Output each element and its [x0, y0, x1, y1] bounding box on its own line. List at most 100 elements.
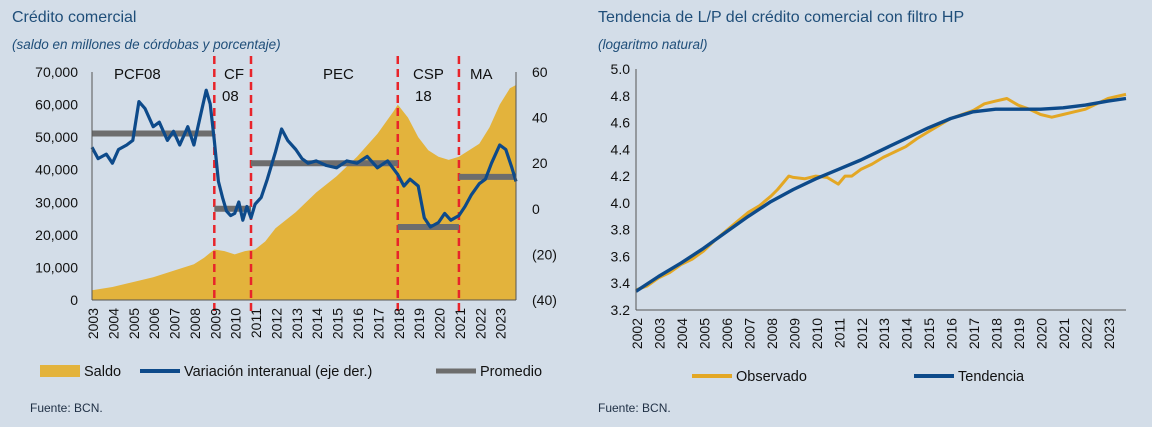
left-chart-subtitle: (saldo en millones de córdobas y porcent…: [12, 37, 281, 52]
left-x-ticks: 2003 2004 2005 2006 2007 2008 2009 2010 2011 2012…: [85, 308, 509, 339]
left-x-tick-label: 2004: [105, 308, 121, 339]
hp-x-tick-label: 2019: [1011, 318, 1027, 349]
hp-x-tick-label: 2013: [876, 318, 892, 349]
hp-y-tick-label: 3.8: [611, 222, 631, 238]
left-y-tick-label: 40,000: [35, 162, 78, 178]
hp-x-tick-label: 2012: [854, 318, 870, 349]
hp-x-tick-label: 2011: [831, 318, 847, 348]
legend-tendencia-label: Tendencia: [958, 369, 1025, 385]
observado-line: [635, 92, 1127, 292]
left-chart-legend: Saldo Variación interanual (eje der.) Pr…: [40, 364, 542, 380]
hp-x-tick-label: 2021: [1056, 318, 1072, 349]
annotation-pec: PEC: [323, 66, 354, 83]
hp-x-tick-label: 2005: [696, 318, 712, 349]
left-x-tick-label: 2016: [350, 308, 366, 339]
hp-x-tick-label: 2017: [966, 318, 982, 349]
hp-y-tick-label: 3.6: [611, 248, 631, 264]
annotation-csp18-text-2: 18: [415, 88, 432, 105]
left-x-tick-label: 2023: [493, 308, 509, 339]
left-x-tick-label: 2012: [269, 308, 285, 339]
legend-observado-label: Observado: [736, 369, 807, 385]
left-y-tick-label: 10,000: [35, 259, 78, 275]
period-divider-lines: [213, 56, 461, 314]
left-x-tick-label: 2009: [207, 308, 223, 339]
hp-x-tick-label: 2008: [764, 318, 780, 349]
left-x-tick-label: 2019: [411, 308, 427, 339]
hp-y-tick-label: 3.2: [611, 302, 631, 318]
hp-x-tick-label: 2018: [989, 318, 1005, 349]
right-chart-source: Fuente: BCN.: [598, 401, 671, 415]
left-x-tick-label: 2007: [167, 308, 183, 339]
left-x-tick-label: 2005: [126, 308, 142, 339]
left-x-tick-label: 2022: [472, 308, 488, 339]
left-y-tick-label: 60,000: [35, 97, 78, 113]
left-x-tick-label: 2017: [370, 308, 386, 339]
left-x-tick-label: 2014: [309, 308, 325, 339]
hp-x-tick-label: 2016: [944, 318, 960, 349]
period-annotations: PCF08 CF 08 PEC CSP 18 MA: [114, 66, 493, 105]
left-x-tick-label: 2020: [432, 308, 448, 339]
annotation-pcf08: PCF08: [114, 66, 161, 83]
hp-y-tick-label: 3.4: [611, 275, 631, 291]
right-y-tick-label: 60: [532, 64, 548, 80]
hp-x-ticks: 2002 2003 2004 2005 2006 2007 2008 2009 2010 2011…: [629, 318, 1117, 349]
hp-y-tick-label: 4.4: [611, 141, 631, 157]
right-chart-axes: [635, 69, 1126, 311]
hp-x-tick-label: 2007: [741, 318, 757, 349]
left-x-tick-label: 2021: [452, 308, 468, 339]
left-x-tick-label: 2013: [289, 308, 305, 339]
right-chart-title: Tendencia de L/P del crédito comercial c…: [598, 9, 964, 26]
hp-y-tick-label: 4.6: [611, 115, 631, 131]
left-x-tick-label: 2015: [330, 308, 346, 339]
annotation-ma: MA: [470, 66, 493, 83]
annotation-cf08-text: CF: [224, 66, 244, 83]
right-y-tick-label: 40: [532, 110, 548, 126]
hp-x-tick-label: 2004: [674, 318, 690, 349]
hp-x-tick-label: 2010: [809, 318, 825, 349]
right-y-tick-label: 0: [532, 201, 540, 217]
left-y-ticks: 70,000 60,000 50,000 40,000 30,000 20,000 10,0…: [35, 64, 78, 308]
legend-saldo-swatch: [40, 365, 80, 377]
left-chart-title: Crédito comercial: [12, 9, 136, 26]
hp-y-tick-label: 4.2: [611, 168, 631, 184]
legend-variacion-label: Variación interanual (eje der.): [184, 364, 372, 380]
annotation-cf08: CF 08: [222, 66, 244, 105]
hp-x-tick-label: 2006: [719, 318, 735, 349]
left-y-tick-label: 50,000: [35, 129, 78, 145]
left-chart-panel: Crédito comercial (saldo en millones de …: [12, 9, 557, 415]
legend-saldo-label: Saldo: [84, 364, 121, 380]
saldo-area-layer: [92, 85, 516, 300]
hp-x-tick-label: 2022: [1079, 318, 1095, 349]
hp-x-tick-label: 2003: [652, 318, 668, 349]
right-y-ticks: 60 40 20 0 (20) (40): [532, 64, 557, 308]
tendencia-line: [635, 96, 1127, 293]
annotation-cf08-text-2: 08: [222, 88, 239, 105]
right-chart-panel: Tendencia de L/P del crédito comercial c…: [598, 9, 1127, 415]
saldo-area: [92, 85, 516, 300]
hp-x-tick-label: 2009: [786, 318, 802, 349]
left-y-tick-label: 20,000: [35, 227, 78, 243]
left-x-tick-label: 2003: [85, 308, 101, 339]
annotation-csp18-text: CSP: [413, 66, 444, 83]
left-chart-source: Fuente: BCN.: [30, 401, 103, 415]
left-x-tick-label: 2011: [248, 308, 264, 338]
legend-promedio-label: Promedio: [480, 364, 542, 380]
hp-x-tick-label: 2014: [899, 318, 915, 349]
hp-x-tick-label: 2020: [1034, 318, 1050, 349]
right-y-tick-label: (20): [532, 246, 557, 262]
left-y-tick-label: 0: [70, 292, 78, 308]
left-y-tick-label: 30,000: [35, 194, 78, 210]
right-y-tick-label: 20: [532, 155, 548, 171]
left-y-tick-label: 70,000: [35, 64, 78, 80]
hp-x-tick-label: 2023: [1101, 318, 1117, 349]
hp-series-layer: [635, 92, 1127, 293]
right-chart-subtitle: (logaritmo natural): [598, 37, 708, 52]
left-x-tick-label: 2008: [187, 308, 203, 339]
hp-y-ticks: 5.0 4.8 4.6 4.4 4.2 4.0 3.8 3.6 3.4 3.2: [611, 61, 631, 318]
right-y-tick-label: (40): [532, 292, 557, 308]
left-chart-axes: [91, 72, 517, 301]
left-x-tick-label: 2006: [146, 308, 162, 339]
annotation-csp18: CSP 18: [413, 66, 444, 105]
hp-x-tick-label: 2015: [921, 318, 937, 349]
